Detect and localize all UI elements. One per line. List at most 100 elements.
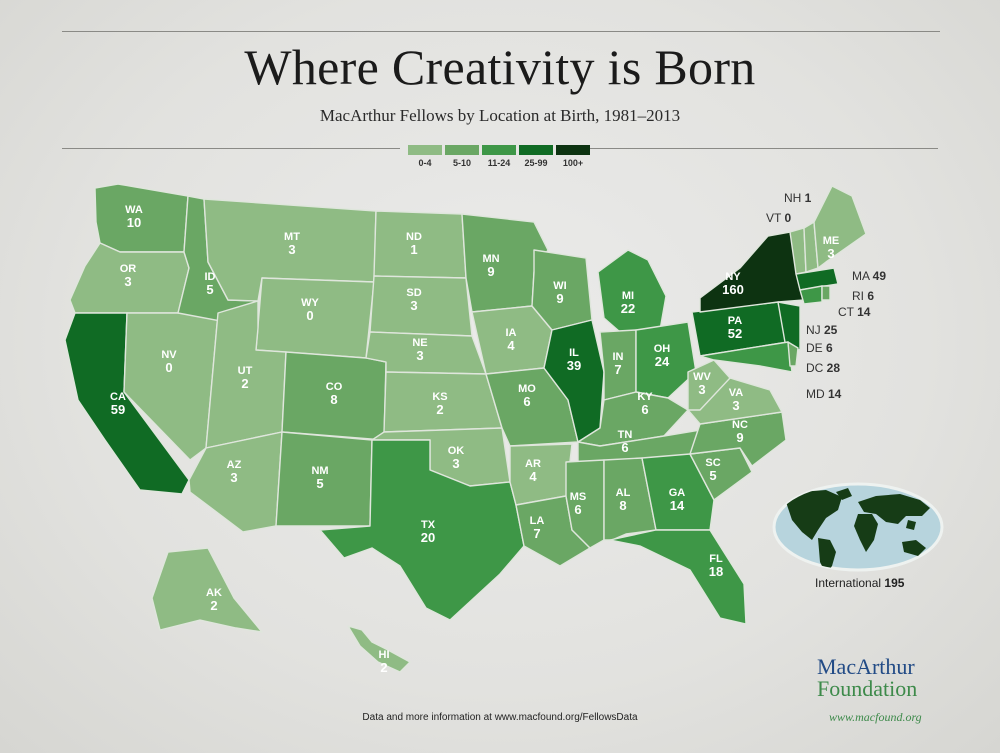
state-abbr-label: HI [379, 649, 390, 661]
legend-swatch [408, 145, 442, 155]
state-abbr-label: UT [238, 365, 253, 377]
brand-url[interactable]: www.macfound.org [829, 710, 922, 724]
callout-label-dc: DC 28 [806, 361, 840, 375]
legend-swatch [482, 145, 516, 155]
state-abbr-label: MS [570, 491, 587, 503]
state-wa[interactable] [94, 183, 189, 253]
state-abbr-label: TX [421, 519, 436, 531]
page-subtitle: MacArthur Fellows by Location at Birth, … [319, 106, 681, 125]
state-value-label: 6 [621, 440, 628, 455]
international-count: International 195 [815, 576, 904, 590]
legend-label: 11-24 [487, 158, 511, 168]
state-abbr-label: TN [618, 429, 633, 441]
state-abbr-label: OH [654, 343, 671, 355]
state-value-label: 6 [641, 402, 648, 417]
state-value-label: 2 [436, 402, 443, 417]
state-value-label: 3 [410, 298, 417, 313]
state-ny[interactable] [699, 231, 805, 313]
state-abbr-label: SC [705, 457, 720, 469]
state-abbr-label: IL [569, 347, 579, 359]
state-value-label: 0 [306, 308, 313, 323]
state-value-label: 5 [316, 476, 323, 491]
state-value-label: 18 [709, 564, 723, 579]
callout-label-vt: VT 0 [766, 211, 791, 225]
state-value-label: 8 [330, 392, 337, 407]
legend-labels: 0-4 5-10 11-24 25-99 100+ [408, 158, 590, 168]
state-ri[interactable] [821, 285, 831, 301]
state-nj[interactable] [777, 301, 801, 351]
state-nd[interactable] [373, 210, 467, 279]
state-ar[interactable] [509, 443, 573, 506]
state-value-label: 160 [722, 282, 744, 297]
state-ma[interactable] [795, 267, 839, 291]
state-abbr-label: ID [205, 271, 216, 283]
state-value-label: 8 [619, 498, 626, 513]
state-value-label: 3 [288, 242, 295, 257]
callout-label-de: DE 6 [806, 341, 833, 355]
brand-name-second-line: Foundation [817, 676, 918, 701]
state-abbr-label: IA [506, 327, 517, 339]
state-value-label: 7 [614, 362, 621, 377]
state-value-label: 3 [230, 470, 237, 485]
state-value-label: 9 [556, 291, 563, 306]
world-map-inset [772, 482, 944, 572]
callout-label-ma: MA 49 [852, 269, 886, 283]
brand-name: MacArthur [817, 654, 915, 679]
legend-label: 0-4 [418, 158, 432, 168]
callout-label-ct: CT 14 [838, 305, 871, 319]
state-ct[interactable] [799, 285, 823, 305]
state-fl[interactable] [609, 529, 747, 625]
state-abbr-label: WA [125, 204, 143, 216]
state-mi[interactable] [597, 249, 667, 333]
state-abbr-label: WI [553, 280, 566, 292]
state-wy[interactable] [255, 277, 375, 359]
page-title: Where Creativity is Born [244, 39, 756, 95]
callout-label-ri: RI 6 [852, 289, 874, 303]
state-abbr-label: AK [206, 587, 222, 599]
state-value-label: 20 [421, 530, 435, 545]
state-abbr-label: ME [823, 235, 840, 247]
state-abbr-label: KS [432, 391, 447, 403]
state-value-label: 3 [416, 348, 423, 363]
state-abbr-label: MT [284, 231, 300, 243]
state-value-label: 14 [670, 498, 685, 513]
state-de[interactable] [787, 341, 799, 367]
state-value-label: 9 [736, 430, 743, 445]
state-value-label: 2 [241, 376, 248, 391]
state-me[interactable] [813, 185, 867, 269]
state-ak[interactable] [151, 547, 263, 633]
state-md[interactable] [699, 341, 793, 373]
state-oh[interactable] [635, 321, 697, 399]
world-continents [786, 488, 930, 570]
state-wv[interactable] [687, 359, 731, 411]
legend-swatch [445, 145, 479, 155]
state-abbr-label: VA [729, 387, 744, 399]
state-abbr-label: CA [110, 391, 126, 403]
international-label: International [815, 576, 882, 590]
right-rule [580, 148, 938, 149]
state-value-label: 6 [574, 502, 581, 517]
state-abbr-label: OK [448, 445, 465, 457]
state-value-label: 22 [621, 301, 635, 316]
state-abbr-label: GA [669, 487, 686, 499]
state-value-label: 0 [165, 360, 172, 375]
state-value-label: 3 [452, 456, 459, 471]
state-sd[interactable] [369, 275, 473, 337]
legend [408, 145, 590, 155]
state-hi[interactable] [347, 625, 411, 673]
state-tx[interactable] [319, 439, 525, 621]
state-nm[interactable] [275, 431, 373, 527]
state-value-label: 3 [124, 274, 131, 289]
legend-label: 25-99 [524, 158, 548, 168]
state-abbr-label: LA [530, 515, 545, 527]
state-value-label: 7 [533, 526, 540, 541]
state-value-label: 1 [410, 242, 417, 257]
top-rule [62, 31, 940, 32]
state-abbr-label: IN [613, 351, 624, 363]
state-abbr-label: WV [693, 371, 711, 383]
state-value-label: 59 [111, 402, 125, 417]
state-value-label: 3 [827, 246, 834, 261]
state-ga[interactable] [641, 453, 715, 531]
